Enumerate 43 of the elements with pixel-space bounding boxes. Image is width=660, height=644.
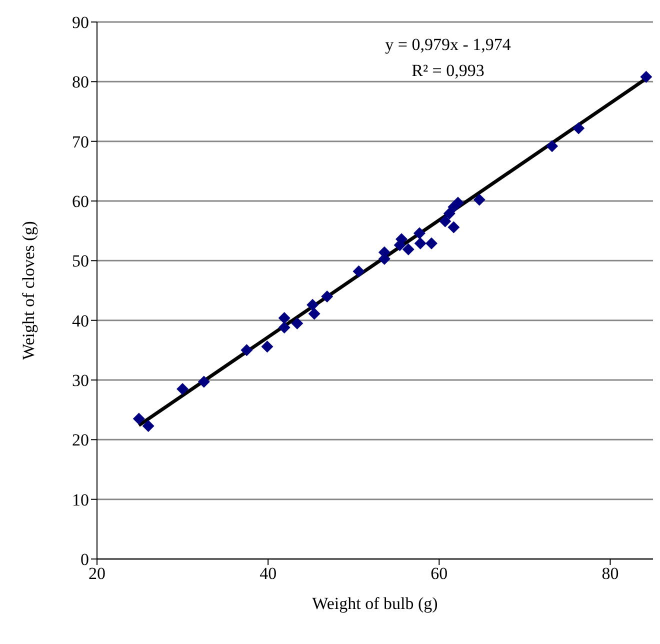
point [261,340,274,353]
x-tick-label: 80 [602,564,619,584]
point [425,237,438,250]
point [278,312,290,324]
point [448,221,460,234]
point [291,317,304,330]
point [640,70,652,83]
point [473,194,486,206]
y-tick-label: 70 [72,132,89,152]
point [240,344,253,356]
y-tick-label: 0 [80,550,89,570]
y-tick-label: 30 [72,371,89,390]
point [308,308,320,320]
point [402,243,414,256]
y-tick-label: 40 [72,311,89,330]
annotation: R² = 0,993 [412,61,484,80]
point [176,382,189,395]
x-tick-label: 20 [88,564,106,584]
x-tick-label: 60 [430,564,448,584]
y-tick-label: 80 [72,72,89,92]
point [198,376,210,388]
annotation: y = 0,979x - 1,974 [385,35,512,54]
point [413,227,426,240]
point [414,237,426,250]
point [546,140,558,152]
y-tick-label: 50 [72,252,89,271]
point [278,321,290,334]
y-tick-label: 90 [72,13,89,32]
x-axis-title: Weight of bulb (g) [312,594,438,613]
y-tick-label: 10 [72,490,89,510]
point [448,200,460,213]
point [352,265,365,278]
point [443,208,456,220]
point [572,122,585,134]
y-axis-title: Weight of cloves (g) [19,221,38,360]
point [321,290,334,302]
y-tick-label: 20 [72,430,89,450]
y-tick-label: 60 [72,192,89,212]
point [306,298,319,311]
x-tick-label: 40 [260,564,277,584]
point [142,420,154,432]
point [439,215,452,228]
point [132,412,145,425]
